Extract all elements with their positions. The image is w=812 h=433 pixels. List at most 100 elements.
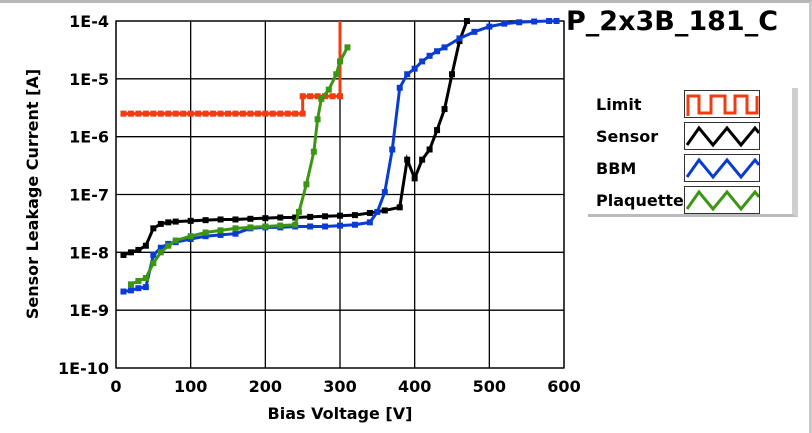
data-point: [449, 71, 455, 78]
x-tick-label: 0: [110, 377, 121, 396]
data-point: [546, 18, 553, 24]
data-point: [344, 44, 351, 51]
data-point: [295, 208, 302, 215]
y-axis-label: Sensor Leakage Current [A]: [23, 69, 42, 319]
data-point: [426, 146, 433, 153]
data-point: [187, 233, 194, 240]
data-point: [217, 110, 224, 117]
data-point: [404, 71, 411, 78]
data-point: [456, 35, 463, 42]
legend-swatch-plaquette: [684, 186, 760, 214]
data-point: [314, 116, 321, 123]
data-point: [202, 233, 209, 240]
series-line: [123, 21, 342, 116]
data-point: [254, 110, 261, 117]
series-sensor: [120, 18, 470, 258]
data-point: [142, 110, 149, 117]
data-point: [501, 20, 508, 27]
data-point: [381, 189, 388, 196]
data-point: [210, 110, 217, 117]
series-plaquette: [127, 44, 351, 288]
data-point: [531, 18, 538, 25]
data-point: [232, 110, 239, 117]
legend-item-sensor[interactable]: Sensor: [596, 121, 796, 151]
data-point: [277, 214, 284, 221]
data-point: [165, 242, 172, 249]
data-point: [366, 209, 373, 216]
data-point: [434, 127, 441, 134]
data-point: [307, 223, 314, 230]
legend-item-bbm[interactable]: BBM: [596, 153, 796, 183]
legend-item-plaquette[interactable]: Plaquette: [596, 185, 796, 215]
data-point: [277, 222, 284, 229]
data-point: [165, 219, 172, 226]
data-point: [187, 110, 194, 117]
data-point: [187, 217, 194, 224]
data-point: [202, 217, 209, 224]
series-line: [130, 46, 349, 286]
data-point: [135, 277, 142, 284]
x-tick-label: 500: [473, 377, 506, 396]
data-point: [337, 58, 343, 65]
legend-swatch-sensor: [684, 122, 760, 150]
legend-item-limit[interactable]: Limit: [596, 89, 796, 119]
legend-label: BBM: [596, 158, 637, 178]
data-point: [471, 28, 478, 35]
data-point: [307, 93, 314, 100]
y-tick-label: 1E-7: [69, 186, 109, 205]
data-point: [120, 110, 127, 117]
data-point: [374, 208, 381, 215]
data-point: [277, 110, 284, 117]
data-point: [419, 156, 426, 163]
data-point: [314, 93, 321, 100]
data-point: [299, 110, 306, 117]
data-point: [337, 222, 343, 229]
y-tick-label: 1E-10: [58, 359, 109, 378]
data-point: [351, 212, 358, 219]
series-limit: [120, 21, 343, 117]
data-point: [180, 110, 187, 117]
data-point: [463, 18, 470, 24]
data-point: [150, 110, 157, 117]
data-point: [396, 84, 403, 91]
legend-label: Plaquette: [596, 190, 684, 210]
data-point: [329, 93, 336, 100]
data-point: [486, 23, 493, 30]
x-axis-label: Bias Voltage [V]: [268, 404, 413, 423]
data-point: [172, 110, 179, 117]
data-point: [232, 230, 239, 237]
data-point: [322, 213, 329, 220]
legend-swatch-limit: [684, 90, 760, 118]
data-point: [217, 216, 224, 223]
y-tick-label: 1E-4: [69, 12, 109, 31]
data-point: [337, 93, 343, 100]
data-point: [202, 229, 209, 236]
data-point: [157, 220, 164, 227]
data-point: [232, 225, 239, 232]
data-point: [292, 110, 299, 117]
data-point: [127, 281, 134, 288]
data-point: [516, 19, 523, 26]
y-tick-label: 1E-8: [69, 243, 109, 262]
data-point: [127, 287, 134, 294]
data-point: [303, 181, 310, 188]
data-point: [135, 246, 142, 253]
data-point: [225, 110, 231, 117]
data-point: [217, 231, 224, 238]
legend-label: Sensor: [596, 126, 659, 146]
data-point: [165, 110, 172, 117]
data-point: [127, 110, 134, 117]
data-point: [172, 237, 179, 244]
x-tick-label: 200: [249, 377, 282, 396]
data-point: [411, 175, 418, 182]
data-point: [142, 274, 149, 281]
data-point: [284, 110, 291, 117]
data-point: [120, 288, 127, 295]
data-point: [150, 225, 157, 232]
data-point: [333, 71, 340, 78]
y-tick-label: 1E-6: [69, 128, 109, 147]
data-point: [292, 221, 299, 228]
data-point: [142, 284, 149, 291]
data-point: [157, 244, 164, 251]
x-tick-label: 300: [323, 377, 356, 396]
